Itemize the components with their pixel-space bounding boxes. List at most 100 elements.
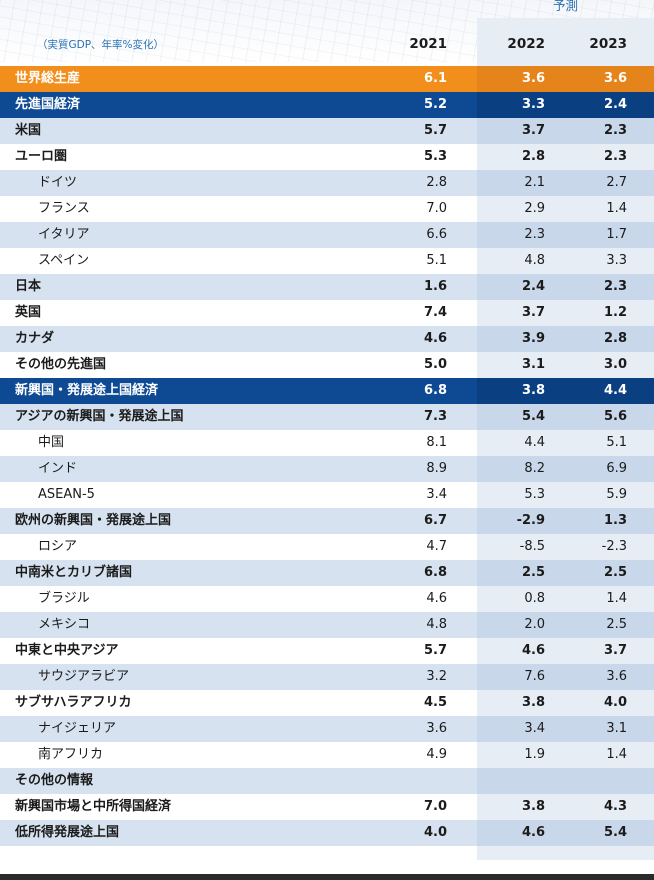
value-2022: 3.4: [524, 721, 545, 736]
value-2021: 6.8: [423, 383, 447, 398]
value-2023: 5.9: [606, 487, 627, 502]
value-2021: 5.7: [423, 123, 447, 138]
table-row: 中東と中央アジア 5.7 4.6 3.7: [0, 638, 654, 664]
row-label: 米国: [15, 123, 42, 138]
row-label: ロシア: [38, 539, 78, 554]
table-row: 中南米とカリブ諸国 6.8 2.5 2.5: [0, 560, 654, 586]
table-row: 世界総生産 6.1 3.6 3.6: [0, 66, 654, 92]
year-2023-header: 2023: [589, 36, 627, 52]
value-2023: 1.4: [606, 591, 627, 606]
value-2022: 4.6: [521, 643, 545, 658]
value-2022: 2.8: [521, 149, 545, 164]
value-2023: 4.3: [603, 799, 627, 814]
value-2023: 5.6: [603, 409, 627, 424]
row-label: 中東と中央アジア: [15, 643, 119, 658]
table-row: アジアの新興国・発展途上国 7.3 5.4 5.6: [0, 404, 654, 430]
value-2023: 1.4: [606, 747, 627, 762]
table-row: ナイジェリア 3.6 3.4 3.1: [0, 716, 654, 742]
value-2021: 3.6: [426, 721, 447, 736]
value-2023: 1.3: [603, 513, 627, 528]
value-2022: 5.4: [521, 409, 545, 424]
row-label: カナダ: [15, 331, 55, 346]
value-2022: 2.1: [524, 175, 545, 190]
row-label: 新興国・発展途上国経済: [15, 383, 159, 398]
value-2021: 4.5: [423, 695, 447, 710]
value-2023: 1.7: [606, 227, 627, 242]
table-row: サブサハラアフリカ 4.5 3.8 4.0: [0, 690, 654, 716]
value-2023: 6.9: [606, 461, 627, 476]
value-2021: 5.3: [423, 149, 447, 164]
value-2023: 4.0: [603, 695, 627, 710]
table-row: 南アフリカ 4.9 1.9 1.4: [0, 742, 654, 768]
table-row: メキシコ 4.8 2.0 2.5: [0, 612, 654, 638]
table-row: その他の情報: [0, 768, 654, 794]
value-2021: 3.4: [426, 487, 447, 502]
row-label: フランス: [38, 201, 90, 216]
table-header: （実質GDP、年率%変化） 2021 2022 2023: [0, 30, 654, 60]
value-2023: 2.5: [603, 565, 627, 580]
value-2022: 0.8: [524, 591, 545, 606]
value-2022: 4.8: [524, 253, 545, 268]
table-row: スペイン 5.1 4.8 3.3: [0, 248, 654, 274]
value-2022: 2.5: [521, 565, 545, 580]
row-label: スペイン: [38, 253, 90, 268]
table-row: その他の先進国 5.0 3.1 3.0: [0, 352, 654, 378]
year-2021-header: 2021: [409, 36, 447, 52]
value-2021: 3.2: [426, 669, 447, 684]
value-2021: 2.8: [426, 175, 447, 190]
value-2023: 3.3: [606, 253, 627, 268]
table-row: カナダ 4.6 3.9 2.8: [0, 326, 654, 352]
value-2021: 8.1: [426, 435, 447, 450]
row-label: 英国: [15, 305, 42, 320]
value-2022: 3.8: [521, 799, 545, 814]
value-2022: 7.6: [524, 669, 545, 684]
value-2021: 8.9: [426, 461, 447, 476]
table-row: 日本 1.6 2.4 2.3: [0, 274, 654, 300]
value-2023: 2.5: [606, 617, 627, 632]
value-2022: -2.9: [516, 513, 545, 528]
table-row: 欧州の新興国・発展途上国 6.7 -2.9 1.3: [0, 508, 654, 534]
value-2023: 1.4: [606, 201, 627, 216]
value-2022: 1.9: [524, 747, 545, 762]
table-row: 低所得発展途上国 4.0 4.6 5.4: [0, 820, 654, 846]
forecast-label: 予測: [552, 0, 578, 13]
row-label: その他の情報: [15, 773, 94, 788]
value-2022: 3.6: [521, 71, 545, 86]
value-2021: 6.7: [423, 513, 447, 528]
row-label: 低所得発展途上国: [15, 825, 120, 840]
value-2022: 3.1: [521, 357, 545, 372]
row-label: 中国: [38, 435, 65, 450]
value-2021: 1.6: [423, 279, 447, 294]
row-label: サブサハラアフリカ: [15, 695, 132, 710]
value-2023: 3.1: [606, 721, 627, 736]
value-2022: 3.8: [521, 383, 545, 398]
row-label: 世界総生産: [15, 71, 81, 86]
value-2023: 2.3: [603, 123, 627, 138]
table-row: 中国 8.1 4.4 5.1: [0, 430, 654, 456]
table-row: ユーロ圏 5.3 2.8 2.3: [0, 144, 654, 170]
value-2022: 2.3: [524, 227, 545, 242]
value-2022: 2.4: [521, 279, 545, 294]
row-label: 南アフリカ: [38, 747, 104, 762]
row-label: ナイジェリア: [38, 721, 117, 736]
row-label: アジアの新興国・発展途上国: [15, 409, 184, 424]
value-2023: 1.2: [603, 305, 627, 320]
row-label: ユーロ圏: [15, 149, 68, 164]
value-2023: -2.3: [601, 539, 627, 554]
value-2021: 7.0: [423, 799, 447, 814]
value-2023: 3.0: [603, 357, 627, 372]
unit-note: （実質GDP、年率%変化）: [37, 39, 165, 51]
table-row: 新興国市場と中所得国経済 7.0 3.8 4.3: [0, 794, 654, 820]
table-row: ロシア 4.7 -8.5 -2.3: [0, 534, 654, 560]
row-label: 中南米とカリブ諸国: [15, 565, 133, 580]
value-2021: 4.6: [423, 331, 447, 346]
value-2021: 6.8: [423, 565, 447, 580]
value-2022: 8.2: [524, 461, 545, 476]
table-row: イタリア 6.6 2.3 1.7: [0, 222, 654, 248]
row-label: ブラジル: [38, 591, 90, 606]
row-label: 新興国市場と中所得国経済: [15, 799, 172, 814]
table-row: ドイツ 2.8 2.1 2.7: [0, 170, 654, 196]
value-2022: 4.4: [524, 435, 545, 450]
row-label: サウジアラビア: [38, 669, 130, 684]
bottom-bar: [0, 874, 654, 880]
